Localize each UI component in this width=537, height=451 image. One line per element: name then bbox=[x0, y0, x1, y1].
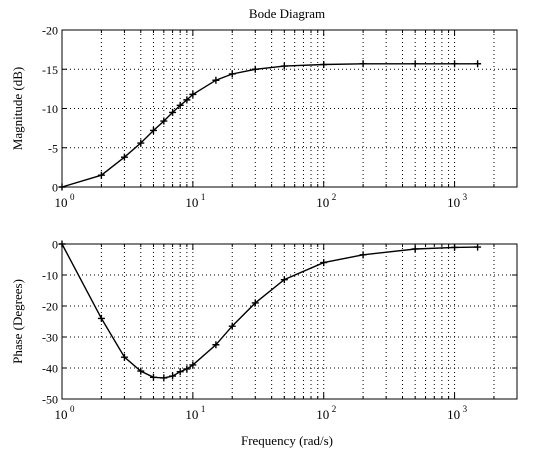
magnitude-data-point bbox=[474, 60, 482, 68]
phase-data-point bbox=[176, 368, 184, 376]
magnitude-y-tick-label: -5 bbox=[48, 141, 58, 155]
phase-data-point bbox=[137, 367, 145, 375]
phase-data-point bbox=[120, 353, 128, 361]
phase-data-point bbox=[189, 361, 197, 369]
magnitude-y-tick-label: 0 bbox=[52, 181, 58, 195]
magnitude-x-tick-label: 10 bbox=[447, 195, 460, 210]
magnitude-x-tick-exponent: 2 bbox=[332, 192, 337, 202]
phase-data-point bbox=[251, 299, 259, 307]
phase-data-point bbox=[320, 259, 328, 267]
magnitude-data-point bbox=[160, 117, 168, 125]
magnitude-data-point bbox=[169, 108, 177, 116]
phase-x-tick-label: 10 bbox=[55, 407, 68, 422]
phase-data-point bbox=[169, 372, 177, 380]
phase-data-point bbox=[280, 276, 288, 284]
x-axis-label: Frequency (rad/s) bbox=[241, 433, 333, 448]
phase-axes-frame bbox=[61, 243, 518, 400]
phase-y-tick-label: -50 bbox=[42, 393, 58, 407]
magnitude-x-tick-label: 10 bbox=[55, 195, 68, 210]
magnitude-x-tick-exponent: 1 bbox=[201, 192, 206, 202]
magnitude-y-axis-label: Magnitude (dB) bbox=[10, 67, 25, 150]
phase-data-point bbox=[160, 374, 168, 382]
phase-y-tick-label: -30 bbox=[42, 331, 58, 345]
phase-data-point bbox=[97, 314, 105, 322]
phase-x-tick-label: 10 bbox=[447, 407, 460, 422]
phase-data-point bbox=[149, 373, 157, 381]
magnitude-data-point bbox=[280, 62, 288, 70]
phase-data-point bbox=[359, 251, 367, 259]
phase-y-tick-label: -20 bbox=[42, 300, 58, 314]
magnitude-data-point bbox=[451, 60, 459, 68]
phase-x-tick-label: 10 bbox=[185, 407, 198, 422]
magnitude-data-point bbox=[359, 60, 367, 68]
phase-data-point bbox=[183, 365, 191, 373]
magnitude-plot-area bbox=[62, 30, 517, 187]
magnitude-x-tick-exponent: 3 bbox=[463, 192, 468, 202]
magnitude-y-tick-label: -15 bbox=[42, 63, 58, 77]
magnitude-data-point bbox=[411, 60, 419, 68]
phase-y-tick-label: 0 bbox=[52, 238, 58, 252]
phase-data-point bbox=[212, 341, 220, 349]
magnitude-data-point bbox=[176, 101, 184, 109]
magnitude-data-point bbox=[212, 76, 220, 84]
phase-x-tick-exponent: 3 bbox=[463, 404, 468, 414]
magnitude-y-tick-label: -20 bbox=[42, 24, 58, 38]
chart-title: Bode Diagram bbox=[249, 6, 325, 21]
magnitude-data-point bbox=[149, 126, 157, 134]
phase-y-tick-label: -10 bbox=[42, 269, 58, 283]
magnitude-x-tick-exponent: 0 bbox=[70, 192, 75, 202]
magnitude-data-point bbox=[97, 171, 105, 179]
phase-x-tick-exponent: 0 bbox=[70, 404, 75, 414]
magnitude-data-point bbox=[120, 153, 128, 161]
phase-x-tick-exponent: 1 bbox=[201, 404, 206, 414]
magnitude-data-point bbox=[228, 70, 236, 78]
phase-data-point bbox=[228, 322, 236, 330]
magnitude-x-tick-label: 10 bbox=[185, 195, 198, 210]
phase-plot-area bbox=[62, 244, 517, 399]
phase-y-axis-label: Phase (Degrees) bbox=[10, 279, 25, 364]
magnitude-data-point bbox=[251, 65, 259, 73]
phase-data-point bbox=[474, 243, 482, 251]
phase-x-tick-exponent: 2 bbox=[332, 404, 337, 414]
magnitude-y-tick-label: -10 bbox=[42, 102, 58, 116]
phase-y-tick-label: -40 bbox=[42, 362, 58, 376]
magnitude-data-point bbox=[137, 139, 145, 147]
magnitude-data-point bbox=[189, 90, 197, 98]
phase-x-tick-label: 10 bbox=[316, 407, 329, 422]
magnitude-x-tick-label: 10 bbox=[316, 195, 329, 210]
magnitude-data-point bbox=[320, 61, 328, 69]
magnitude-data-point bbox=[183, 96, 191, 104]
